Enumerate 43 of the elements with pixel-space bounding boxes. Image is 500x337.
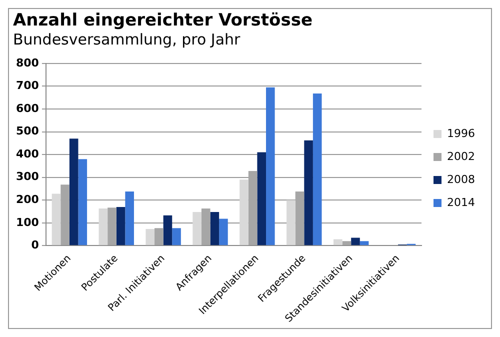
bar	[192, 212, 202, 246]
y-tick-label: 100	[16, 216, 40, 229]
bar	[295, 191, 304, 246]
bar	[351, 238, 360, 246]
bar	[312, 93, 322, 246]
bar	[333, 239, 342, 246]
y-tick-label: 300	[16, 170, 40, 184]
y-tick-label: 0	[31, 238, 40, 252]
chart-title: Anzahl eingereichter Vorstösse	[13, 10, 312, 31]
bar	[125, 191, 134, 246]
y-tick-label: 200	[16, 192, 40, 206]
bar	[60, 184, 70, 246]
y-tick-label: 400	[16, 147, 40, 160]
y-tick-label: 800	[16, 56, 40, 70]
bar	[52, 194, 61, 246]
chart-subtitle: Bundesversammlung, pro Jahr	[13, 30, 242, 48]
y-tick-label: 700	[16, 79, 40, 92]
bar	[69, 138, 78, 246]
bar	[240, 180, 248, 246]
bar	[163, 215, 172, 246]
bar	[342, 241, 352, 246]
bar	[248, 170, 258, 246]
bar	[219, 218, 228, 246]
bar	[116, 206, 126, 246]
legend-label: 2002	[447, 150, 476, 163]
bar	[108, 208, 116, 246]
bar	[78, 159, 88, 246]
bar	[146, 229, 155, 246]
legend-label: 1996	[447, 126, 476, 140]
legend-label: 2008	[447, 172, 476, 186]
bar	[154, 228, 164, 246]
bar	[286, 200, 296, 246]
bar	[98, 208, 108, 246]
bar	[360, 241, 369, 246]
bar	[304, 140, 313, 246]
y-tick-label: 600	[16, 102, 40, 115]
bar	[266, 87, 275, 246]
bar	[210, 212, 220, 246]
bar	[257, 152, 266, 246]
bar	[172, 228, 181, 246]
y-tick-label: 500	[16, 124, 40, 138]
legend-label: 2014	[447, 196, 476, 209]
bar	[201, 208, 210, 246]
